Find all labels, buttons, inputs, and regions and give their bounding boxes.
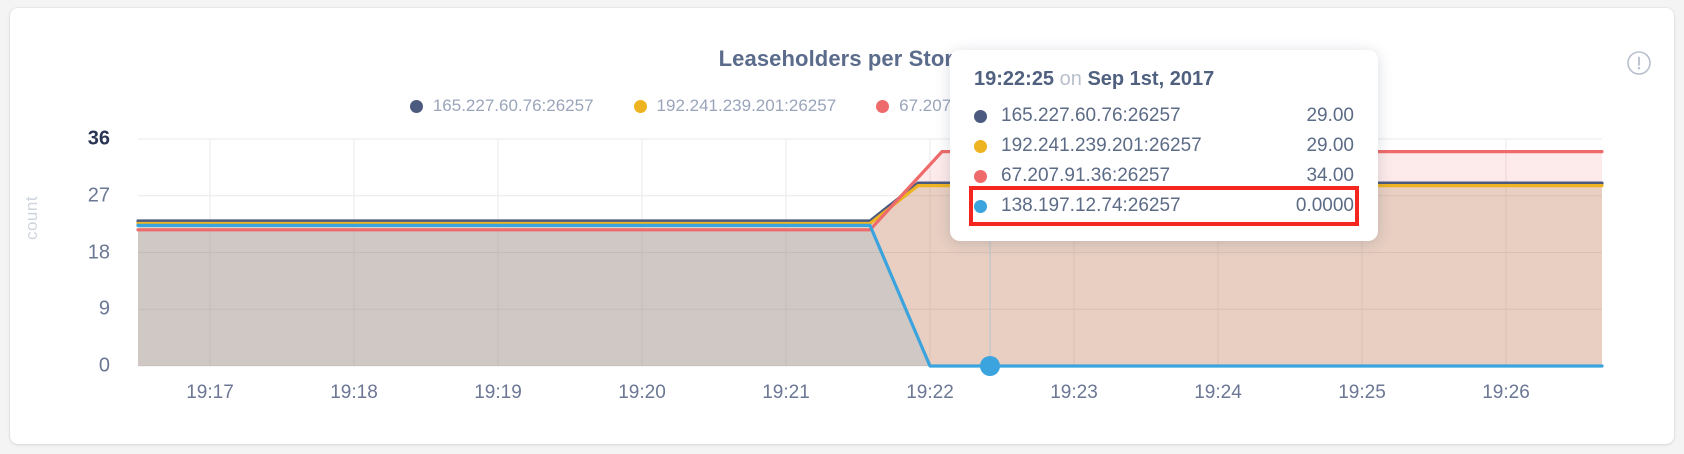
- legend-item-label: 192.241.239.201:26257: [656, 96, 837, 115]
- legend-item-1[interactable]: 192.241.239.201:26257: [633, 96, 837, 116]
- warning-circle-icon[interactable]: [1626, 50, 1652, 76]
- tooltip-color-dot: [974, 169, 987, 183]
- legend-color-dot: [876, 99, 890, 113]
- tooltip-series-label: 138.197.12.74:26257: [1001, 195, 1181, 216]
- tooltip-series-label: 67.207.91.36:26257: [1001, 165, 1171, 186]
- tooltip-series-label: 192.241.239.201:26257: [1001, 135, 1202, 156]
- x-tick-label: 19:18: [330, 382, 378, 403]
- chart-panel: Leaseholders per Store 165.227.60.76:262…: [10, 8, 1674, 444]
- tooltip-row: 165.227.60.76:26257 29.00: [974, 101, 1354, 131]
- tooltip-time: 19:22:25: [974, 68, 1055, 90]
- series-line: [136, 223, 1604, 368]
- x-tick-label: 19:22: [906, 382, 954, 403]
- x-tick-label: 19:17: [186, 382, 234, 403]
- tooltip-color-dot: [974, 199, 987, 213]
- y-tick-label: 9: [98, 297, 110, 320]
- x-tick-label: 19:20: [618, 382, 666, 403]
- x-tick-label: 19:23: [1050, 382, 1098, 403]
- x-axis-labels: 19:17 19:18 19:19 19:20 19:21 19:22 19:23 19:24…: [10, 382, 1674, 412]
- plot-area: count 36 27 18 9 0 19:17 19:18 19:19 19:20 19:21…: [10, 8, 1674, 444]
- hover-marker: [980, 356, 1000, 376]
- tooltip-date: Sep 1st, 2017: [1087, 68, 1215, 90]
- x-tick-label: 19:25: [1338, 382, 1386, 403]
- tooltip-series-value: 34.00: [1306, 165, 1354, 186]
- legend-item-0[interactable]: 165.227.60.76:26257: [409, 96, 594, 116]
- y-tick-label: 27: [87, 184, 110, 207]
- y-tick-label: 18: [87, 241, 110, 263]
- tooltip-on-word: on: [1059, 68, 1082, 90]
- y-tick-label: 0: [98, 354, 110, 377]
- tooltip-rows: 165.227.60.76:26257 29.00 192.241.239.201:…: [969, 101, 1359, 226]
- tooltip-series-value: 0.0000: [1295, 195, 1354, 216]
- tooltip-series-value: 29.00: [1306, 105, 1354, 126]
- legend-color-dot: [633, 99, 647, 113]
- tooltip-row: 192.241.239.201:26257 29.00: [974, 131, 1354, 161]
- tooltip-color-dot: [974, 109, 987, 123]
- tooltip-color-dot: [974, 139, 987, 153]
- x-tick-label: 19:19: [474, 382, 522, 403]
- tooltip-header: 19:22:25 on Sep 1st, 2017: [974, 68, 1354, 91]
- page-title: Leaseholders per Store: [718, 46, 966, 71]
- y-tick-label: 36: [87, 127, 110, 150]
- legend-item-label: 165.227.60.76:26257: [432, 96, 594, 115]
- x-tick-label: 19:24: [1194, 382, 1242, 403]
- legend-color-dot: [409, 99, 423, 113]
- tooltip-series-value: 29.00: [1306, 135, 1354, 156]
- chart-tooltip: 19:22:25 on Sep 1st, 2017 165.227.60.76:…: [950, 50, 1378, 241]
- tooltip-row: 138.197.12.74:26257 0.0000: [969, 186, 1359, 226]
- chart-canvas: [136, 138, 1604, 376]
- tooltip-row: 67.207.91.36:26257 34.00: [974, 161, 1354, 191]
- y-axis-labels: 36 27 18 9 0: [30, 8, 110, 444]
- x-tick-label: 19:21: [762, 382, 810, 403]
- tooltip-series-label: 165.227.60.76:26257: [1001, 105, 1181, 126]
- x-tick-label: 19:26: [1482, 382, 1530, 403]
